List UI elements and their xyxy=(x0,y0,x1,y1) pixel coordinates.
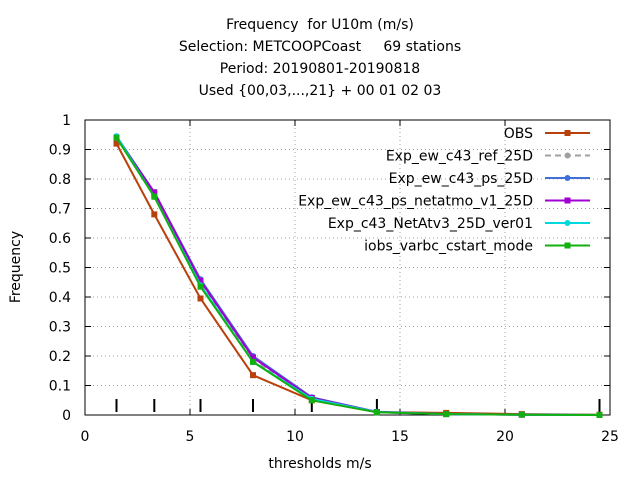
data-point xyxy=(113,140,120,147)
x-axis-label: thresholds m/s xyxy=(268,456,372,472)
y-tick-label: 0 xyxy=(62,408,71,424)
legend-label: OBS xyxy=(504,126,533,142)
data-point xyxy=(250,358,256,365)
x-tick-label: 0 xyxy=(81,429,90,445)
y-tick-label: 0.4 xyxy=(49,290,71,306)
legend-marker xyxy=(564,152,571,159)
legend-marker xyxy=(564,197,571,204)
y-tick-label: 0.6 xyxy=(49,231,71,247)
legend-label: iobs_varbc_cstart_mode xyxy=(364,239,533,255)
y-tick-label: 0.1 xyxy=(49,379,71,395)
data-point xyxy=(443,411,450,418)
y-tick-label: 0.3 xyxy=(49,320,71,336)
x-tick-label: 25 xyxy=(601,429,619,445)
legend-marker xyxy=(564,130,571,136)
legend-marker xyxy=(564,175,571,181)
data-point xyxy=(197,295,204,302)
data-point xyxy=(151,189,158,196)
data-point xyxy=(250,354,256,361)
title-line-2: Selection: METCOOPCoast 69 stations xyxy=(178,39,462,55)
data-point xyxy=(518,411,525,418)
title-line-4: Used {00,03,...,21} + 00 01 02 03 xyxy=(198,83,442,99)
data-point xyxy=(250,372,256,379)
legend-marker xyxy=(564,242,571,249)
y-tick-label: 1 xyxy=(62,113,71,129)
title-line-3: Period: 20190801-20190818 xyxy=(219,61,421,77)
data-point xyxy=(197,283,204,290)
x-tick-label: 5 xyxy=(186,429,195,445)
x-tick-label: 15 xyxy=(391,429,409,445)
data-point xyxy=(151,193,158,200)
data-point xyxy=(308,397,315,404)
y-tick-label: 0.9 xyxy=(49,143,71,159)
x-tick-label: 20 xyxy=(496,429,514,445)
y-tick-label: 0.2 xyxy=(49,349,71,365)
legend-marker xyxy=(564,220,571,226)
legend-label: Exp_ew_c43_ref_25D xyxy=(386,149,533,165)
y-tick-label: 0.8 xyxy=(49,172,71,188)
legend-label: Exp_ew_c43_ps_25D xyxy=(389,171,533,187)
data-point xyxy=(373,409,380,416)
legend-label: Exp_ew_c43_ps_netatmo_v1_25D xyxy=(298,194,533,210)
data-point xyxy=(151,211,158,218)
data-point xyxy=(197,277,204,284)
y-tick-label: 0.5 xyxy=(49,261,71,277)
title-line-1: Frequency for U10m (m/s) xyxy=(226,17,414,33)
data-point xyxy=(596,412,603,418)
y-axis-label: Frequency xyxy=(8,230,24,304)
y-tick-label: 0.7 xyxy=(49,202,71,218)
data-point xyxy=(113,134,120,141)
x-tick-label: 10 xyxy=(286,429,304,445)
legend-label: Exp_c43_NetAtv3_25D_ver01 xyxy=(328,216,533,232)
